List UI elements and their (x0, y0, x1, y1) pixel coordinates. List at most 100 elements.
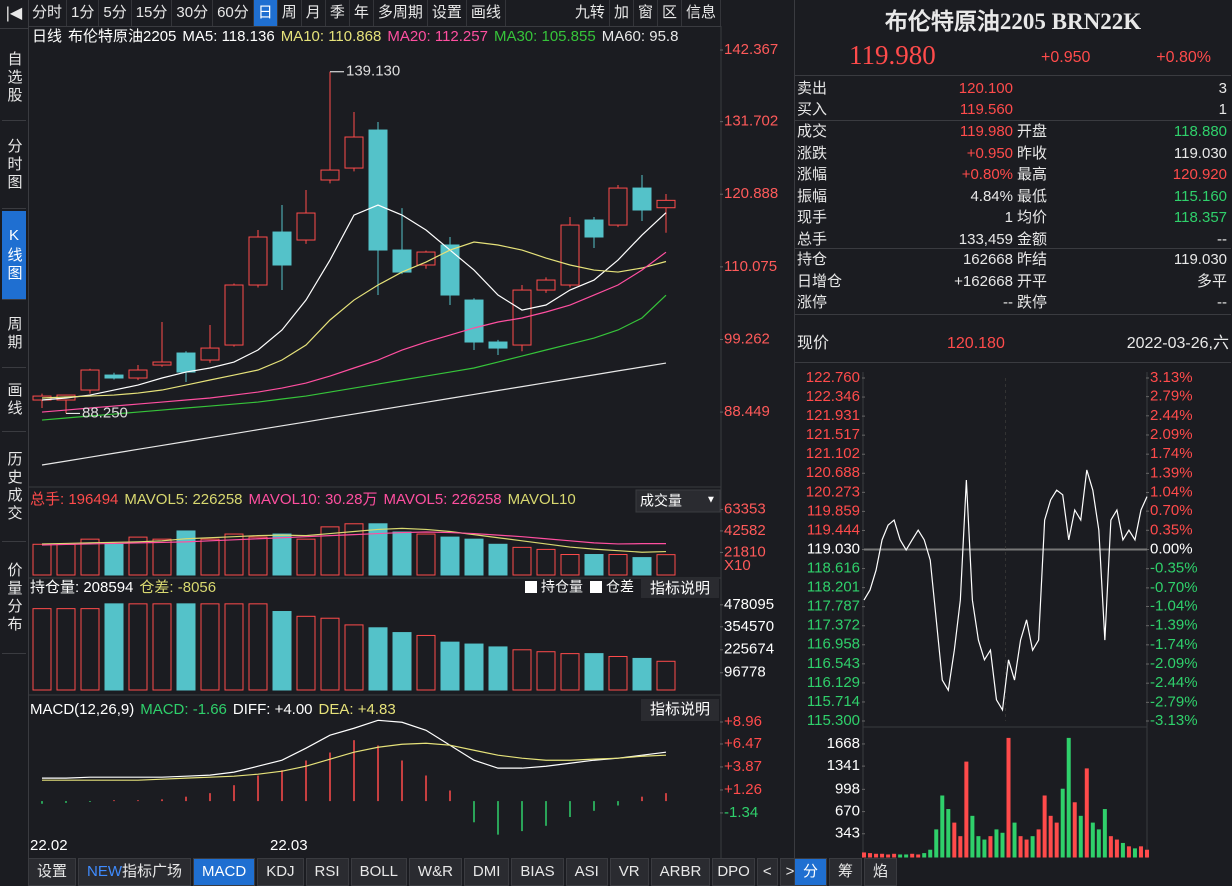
bar (1030, 836, 1035, 858)
charts: 142.367 131.702 120.888 110.075 99.262 88.449… (28, 26, 1198, 858)
tab[interactable]: 信息 (682, 0, 721, 26)
bar (1102, 809, 1107, 858)
x-tick-label: 22.02 (30, 837, 68, 854)
bar (1145, 849, 1149, 858)
tab[interactable]: 分 (794, 858, 828, 886)
bar (392, 531, 412, 576)
tab[interactable]: DMI (463, 858, 510, 886)
value: 133,459 (958, 230, 1013, 248)
side-tab[interactable]: 分时图 (2, 122, 26, 209)
tab[interactable]: W&R (408, 858, 462, 886)
y-tick-label: 0.70% (1150, 502, 1193, 519)
side-tab[interactable]: 价量分布 (2, 543, 26, 654)
value: 119.980 (959, 123, 1013, 140)
tab[interactable]: NEW指标广场 (78, 858, 192, 886)
y-tick-label: 120.888 (724, 185, 778, 202)
y-tick-label: 3.13% (1150, 369, 1193, 386)
checkbox[interactable] (590, 581, 602, 593)
candle-body (104, 374, 124, 379)
stat-row: 现手 1 均价 118.357 (795, 207, 1231, 228)
bar (200, 538, 220, 576)
bar (128, 536, 148, 576)
y-tick-label: 119.030 (807, 540, 860, 557)
tab[interactable]: 区 (658, 0, 682, 26)
tab[interactable]: KDJ (257, 858, 304, 886)
bar (1126, 846, 1131, 858)
tab[interactable]: BIAS (511, 858, 564, 886)
tab[interactable]: 30分 (172, 0, 214, 26)
tab[interactable]: 季 (326, 0, 350, 26)
tab[interactable]: 加 (610, 0, 634, 26)
y-tick-label: 122.760 (806, 369, 860, 386)
tab[interactable]: 窗 (634, 0, 658, 26)
tab[interactable]: 多周期 (374, 0, 428, 26)
size: 1 (1218, 101, 1227, 118)
legend-item: MAVOL10: 30.28万 (249, 491, 378, 508)
bar (632, 557, 652, 576)
tab[interactable]: RSI (305, 858, 349, 886)
y-tick-label: -2.44% (1150, 674, 1198, 691)
scroll-left[interactable]: < (756, 858, 778, 886)
tab[interactable]: MACD (193, 858, 256, 886)
y-tick-label: 88.449 (724, 403, 770, 420)
y-tick-label: 96778 (724, 664, 766, 681)
tab[interactable]: ARBR (650, 858, 711, 886)
tab[interactable]: VR (609, 858, 649, 886)
bar (922, 853, 927, 858)
tab[interactable]: 5分 (99, 0, 132, 26)
y-tick-label: 343 (835, 825, 860, 842)
tab[interactable]: 15分 (132, 0, 173, 26)
quote-title: 布伦特原油2205 BRN22K (884, 9, 1142, 34)
tab[interactable]: BOLL (350, 858, 407, 886)
tab[interactable]: 分时 (28, 0, 68, 26)
dropdown[interactable] (635, 489, 721, 513)
mavol-line (41, 527, 667, 553)
side-tab[interactable]: K线图 (2, 211, 26, 300)
tab[interactable]: 焰 (864, 858, 898, 886)
value: 4.84% (970, 187, 1013, 205)
checkbox[interactable] (525, 581, 537, 593)
bar (632, 657, 652, 691)
tab[interactable]: 60分 (213, 0, 254, 26)
bar (916, 854, 921, 858)
tab[interactable]: 月 (302, 0, 326, 26)
button[interactable] (641, 578, 719, 598)
tab-text: 指标广场 (122, 863, 183, 880)
bar (152, 603, 172, 691)
side-tab[interactable]: 周期 (2, 301, 26, 368)
tab[interactable]: 设置 (428, 0, 467, 26)
tab[interactable]: ASI (565, 858, 608, 886)
candle-body (584, 219, 604, 238)
bar (80, 608, 100, 691)
y-tick-label: +8.96 (724, 713, 762, 730)
y-tick-label: 1341 (827, 757, 860, 774)
bar (560, 653, 580, 691)
tab[interactable]: 日 (253, 0, 278, 26)
bar (1042, 795, 1047, 858)
x-tick-label: 22.03 (270, 837, 308, 854)
tab[interactable]: 年 (350, 0, 374, 26)
y-tick-label: 1.04% (1150, 483, 1193, 500)
value: +162668 (954, 272, 1013, 290)
tab[interactable]: 九转 (571, 0, 610, 26)
legend: 持仓量: 208594 仓差: -8056 (30, 579, 216, 596)
side-tab[interactable]: 自选股 (2, 36, 26, 121)
bar (1096, 829, 1101, 858)
tab[interactable]: 周 (278, 0, 302, 26)
tab[interactable]: 设置 (28, 858, 77, 886)
y-tick-label: -2.09% (1150, 655, 1198, 672)
y-tick-label: 122.346 (806, 388, 860, 405)
back-icon[interactable]: |◀ (0, 0, 28, 29)
legend-item: MACD(12,26,9) (30, 701, 134, 718)
button[interactable] (641, 699, 719, 721)
tab[interactable]: 画线 (467, 0, 506, 26)
candle-body (536, 279, 556, 291)
tab[interactable]: 筹 (829, 858, 863, 886)
side-tab[interactable]: 画线 (2, 369, 26, 432)
tab[interactable]: 1分 (67, 0, 100, 26)
right-tabs: 分筹焰 (794, 858, 899, 886)
bar (1006, 737, 1011, 858)
side-tab[interactable]: 历史成交 (2, 433, 26, 542)
tab[interactable]: DPO (712, 858, 755, 886)
bar (868, 853, 873, 858)
